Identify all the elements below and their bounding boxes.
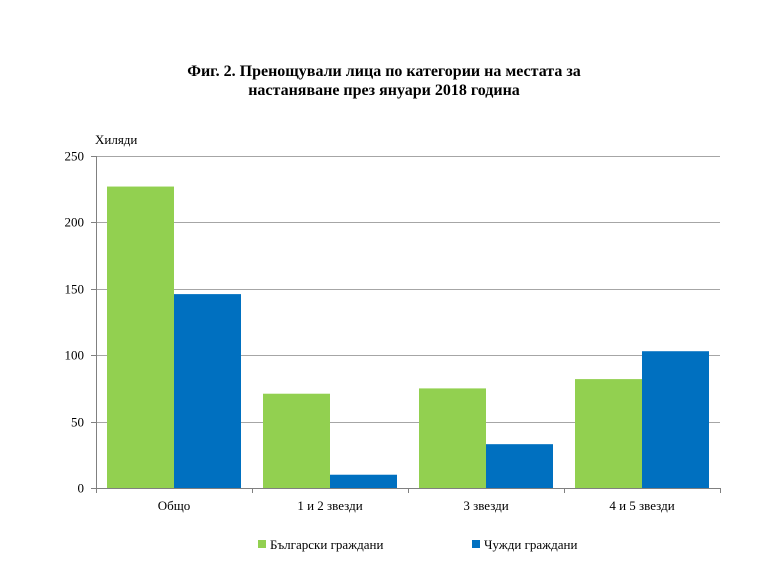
y-axis-label: Хиляди — [95, 132, 137, 147]
y-tick-label: 200 — [65, 215, 85, 230]
x-tick-label: Общо — [158, 498, 191, 513]
y-tick-label: 150 — [65, 282, 85, 297]
y-tick-label: 50 — [71, 415, 84, 430]
bar-bulgarian-3 — [575, 379, 642, 488]
y-tick-label: 250 — [65, 149, 85, 164]
x-tick-label: 4 и 5 звезди — [609, 498, 674, 513]
y-tick-label: 100 — [65, 348, 85, 363]
legend-swatch-bulgarian — [258, 540, 266, 548]
x-tick-label: 1 и 2 звезди — [297, 498, 362, 513]
chart-title: Фиг. 2. Пренощували лица по категории на… — [0, 62, 768, 100]
legend-swatch-foreign — [472, 540, 480, 548]
legend-label-foreign: Чужди граждани — [484, 537, 578, 552]
x-tick-label: 3 звезди — [463, 498, 508, 513]
bar-foreign-1 — [330, 474, 397, 488]
chart-title-line-2: настаняване през януари 2018 година — [248, 82, 520, 99]
bars — [107, 186, 709, 488]
bar-foreign-2 — [486, 444, 553, 488]
bar-foreign-3 — [642, 351, 709, 488]
legend: Български граждани Чужди граждани — [258, 537, 578, 552]
axes: 0 50 100 150 200 250 Общо 1 и 2 звезди 3 звезди 4… — [65, 149, 721, 513]
chart-title-line-1: Фиг. 2. Пренощували лица по категории на… — [187, 63, 581, 80]
bar-foreign-0 — [174, 294, 241, 488]
y-tick-label: 0 — [78, 481, 85, 496]
legend-label-bulgarian: Български граждани — [270, 537, 383, 552]
bar-bulgarian-1 — [263, 393, 330, 488]
bar-bulgarian-0 — [107, 186, 174, 488]
bar-bulgarian-2 — [419, 388, 486, 488]
